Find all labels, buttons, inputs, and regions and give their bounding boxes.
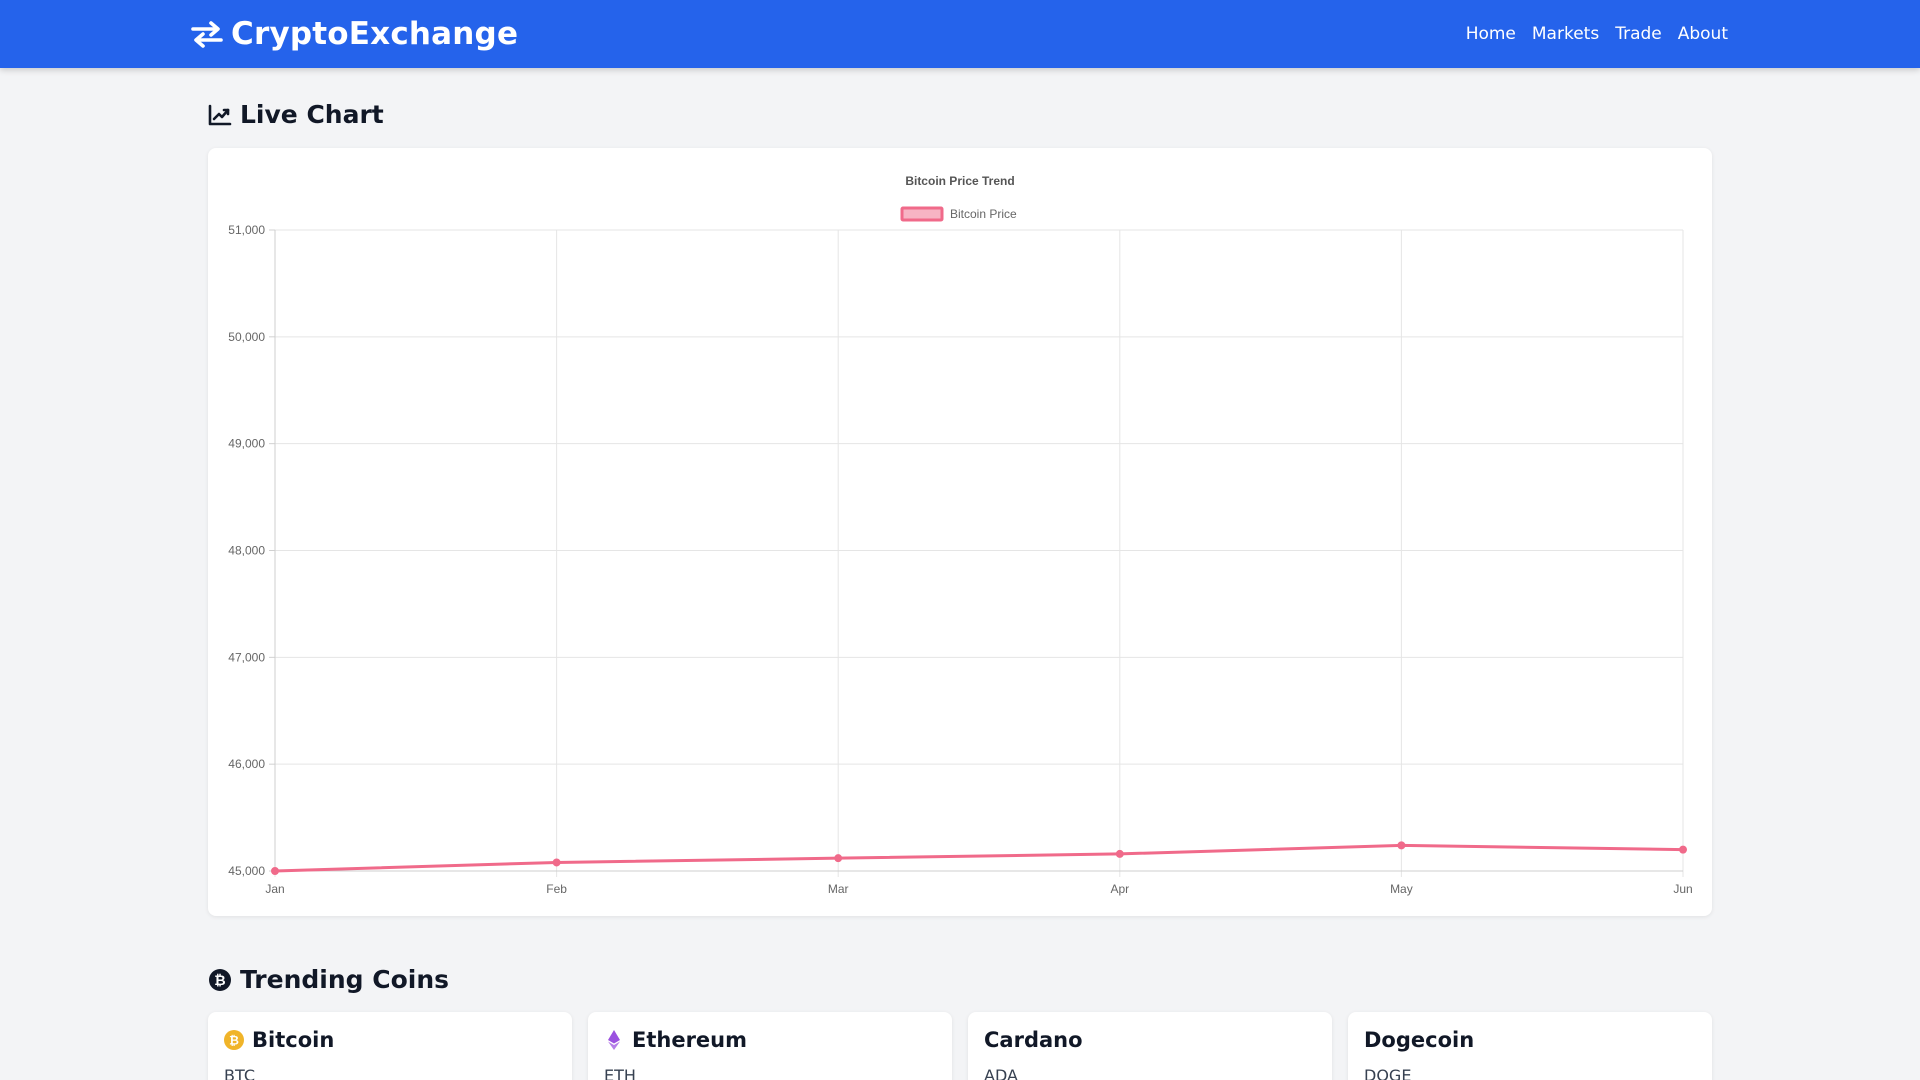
x-tick-label: Apr — [1110, 882, 1129, 896]
coin-card-bitcoin[interactable]: ₿ Bitcoin BTC — [208, 1012, 572, 1080]
chart-title: Bitcoin Price Trend — [905, 174, 1014, 188]
x-tick-label: Feb — [546, 882, 567, 896]
ethereum-icon — [608, 1030, 620, 1050]
coin-card-header: Cardano — [984, 1028, 1083, 1052]
coin-name: Dogecoin — [1364, 1028, 1475, 1052]
x-tick-label: Jan — [265, 882, 284, 896]
chart-card: Bitcoin Price Trend Bitcoin Price 45,000… — [208, 148, 1712, 916]
data-point[interactable] — [1115, 849, 1124, 858]
legend-swatch — [900, 206, 944, 222]
coin-card-header: Dogecoin — [1364, 1028, 1474, 1052]
nav-home-link[interactable]: Home — [1465, 24, 1516, 44]
data-point[interactable] — [552, 858, 561, 867]
y-tick-label: 51,000 — [228, 223, 265, 237]
y-tick-label: 47,000 — [228, 650, 265, 664]
coin-symbol: ADA — [984, 1066, 1018, 1080]
bitcoin-icon: ₿ — [224, 1030, 244, 1050]
data-point[interactable] — [1397, 841, 1406, 850]
trending-coins-title: Trending Coins — [240, 965, 450, 994]
top-navbar: CryptoExchange Home Markets Trade About — [0, 0, 1920, 68]
legend-label: Bitcoin Price — [950, 207, 1017, 221]
coin-card-cardano[interactable]: Cardano ADA — [968, 1012, 1332, 1080]
coin-card-header: Ethereum — [604, 1028, 747, 1052]
x-tick-label: Jun — [1673, 882, 1692, 896]
main-nav: Home Markets Trade About — [1466, 0, 1728, 68]
x-axis: Jan Feb Mar Apr May Jun — [265, 882, 1692, 896]
nav-trade-link[interactable]: Trade — [1615, 24, 1662, 44]
svg-text:₿: ₿ — [214, 973, 225, 989]
nav-markets-link[interactable]: Markets — [1531, 24, 1600, 44]
svg-text:₿: ₿ — [229, 1034, 239, 1048]
data-point[interactable] — [1679, 845, 1687, 854]
series-line-bitcoin-price — [274, 843, 1684, 873]
y-tick-label: 50,000 — [228, 330, 265, 344]
y-tick-label: 49,000 — [228, 437, 265, 451]
y-tick-label: 46,000 — [228, 757, 265, 771]
x-tick-label: May — [1390, 882, 1413, 896]
data-point[interactable] — [271, 867, 279, 875]
chart-legend[interactable]: Bitcoin Price — [900, 206, 1017, 222]
coin-symbol: DOGE — [1364, 1066, 1412, 1080]
y-axis: 45,000 46,000 47,000 48,000 49,000 50,000 51,0… — [228, 223, 265, 878]
nav-about-link[interactable]: About — [1677, 24, 1728, 44]
y-tick-label: 48,000 — [228, 544, 265, 558]
series-points — [271, 841, 1687, 875]
trending-coins-heading: ₿ Trending Coins — [208, 965, 449, 994]
brand-name: CryptoExchange — [231, 16, 519, 52]
coin-card-ethereum[interactable]: Ethereum ETH — [588, 1012, 952, 1080]
brand-logo-link[interactable]: CryptoExchange — [191, 0, 518, 68]
coin-card-header: ₿ Bitcoin — [224, 1028, 334, 1052]
live-chart-title: Live Chart — [240, 100, 384, 129]
x-tick-label: Mar — [828, 882, 849, 896]
data-point[interactable] — [834, 854, 843, 863]
coin-name: Ethereum — [632, 1028, 748, 1052]
exchange-arrows-icon — [191, 21, 223, 48]
chart-line-icon — [208, 104, 232, 125]
chart-grid — [269, 229, 1684, 877]
bitcoin-circle-icon: ₿ — [209, 968, 231, 991]
coin-name: Bitcoin — [252, 1028, 335, 1052]
coin-symbol: ETH — [604, 1066, 636, 1080]
y-tick-label: 45,000 — [228, 864, 265, 878]
bitcoin-price-chart: Bitcoin Price Trend Bitcoin Price 45,000… — [228, 174, 1692, 896]
coin-name: Cardano — [984, 1028, 1083, 1052]
coin-card-dogecoin[interactable]: Dogecoin DOGE — [1348, 1012, 1712, 1080]
coin-symbol: BTC — [224, 1066, 255, 1080]
live-chart-heading: Live Chart — [208, 100, 384, 129]
